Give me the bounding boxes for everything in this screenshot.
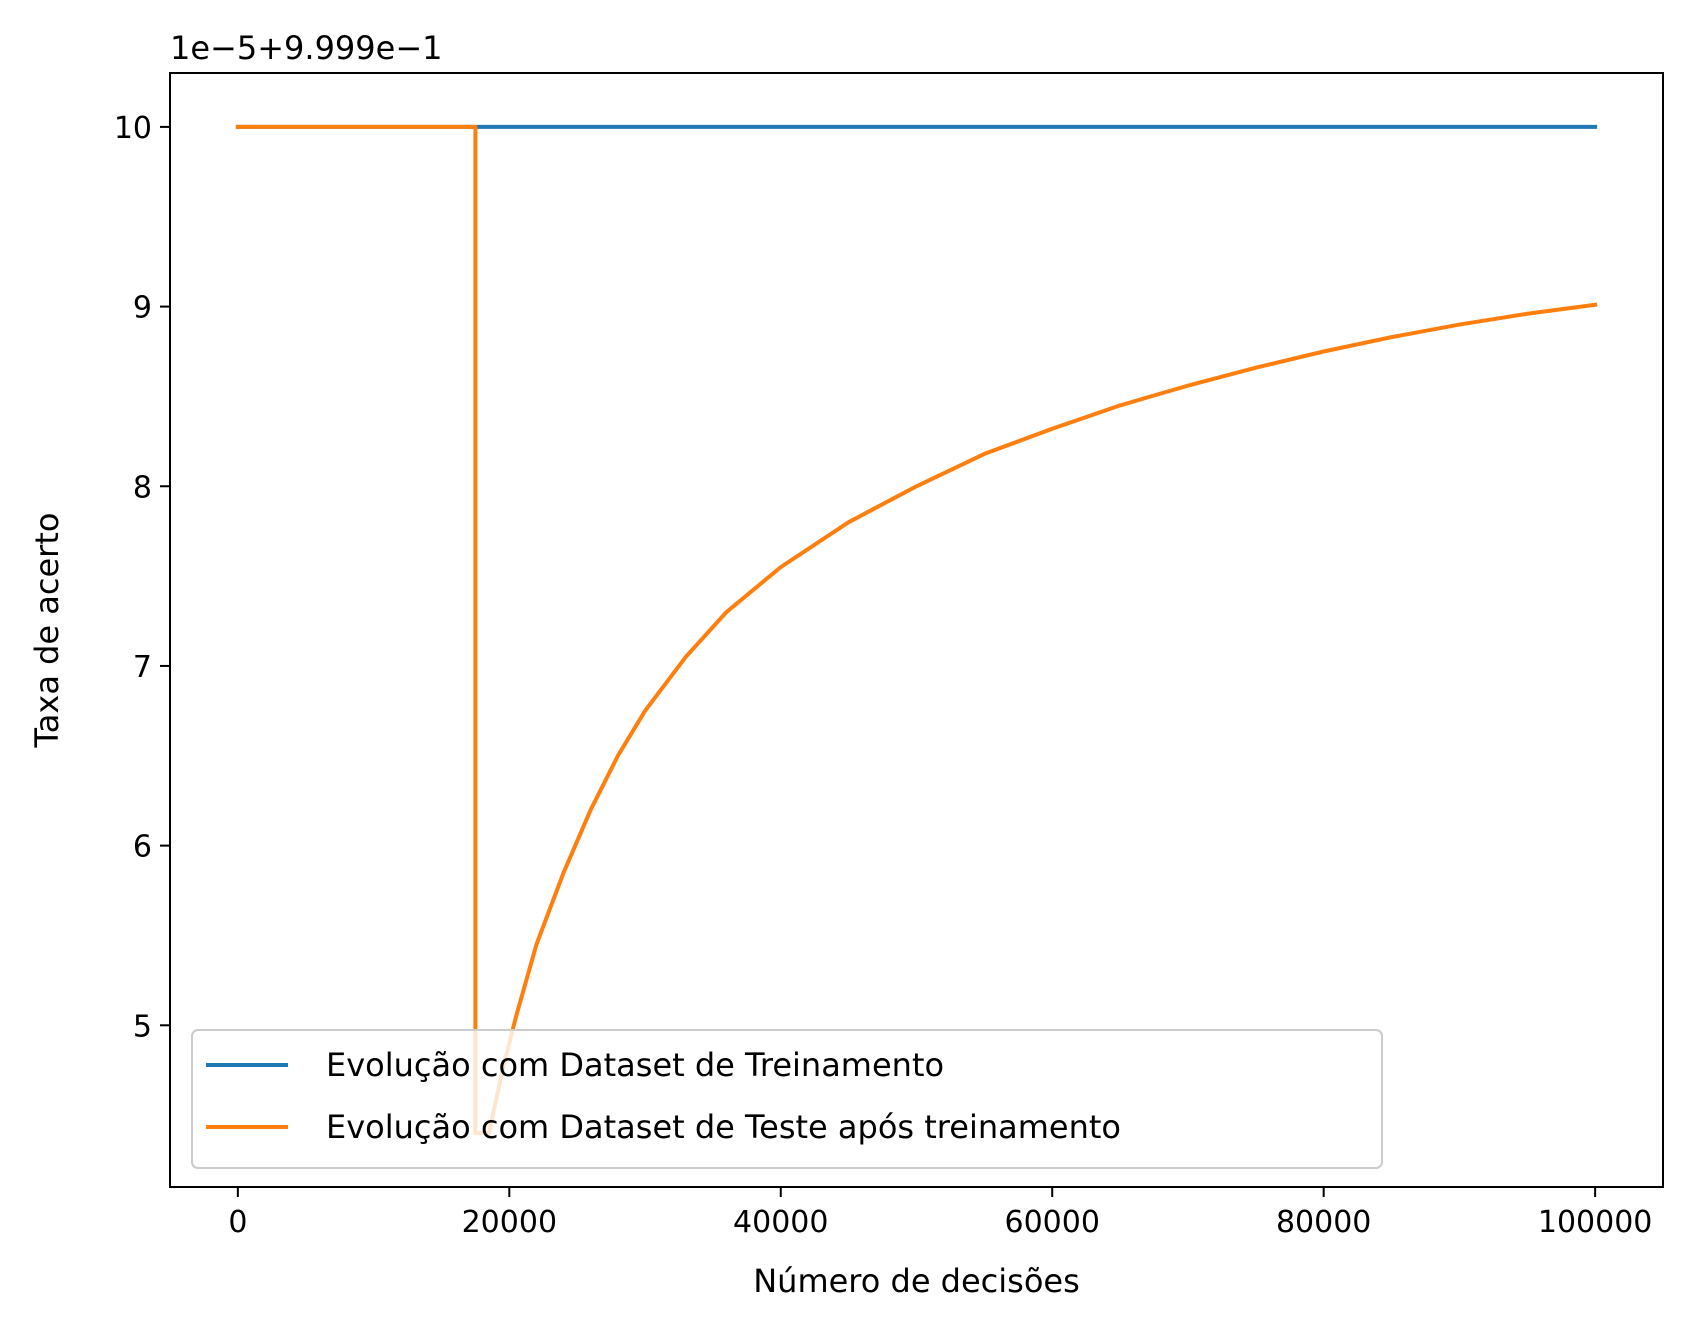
y-tick-label: 6 [133, 830, 152, 865]
x-tick-label: 20000 [462, 1205, 557, 1240]
y-tick-label: 10 [114, 111, 152, 146]
legend: Evolução com Dataset de Treinamento Evolu… [191, 1029, 1383, 1169]
x-tick-label: 60000 [1005, 1205, 1100, 1240]
y-tick-label: 5 [133, 1009, 152, 1044]
y-tick-label: 8 [133, 470, 152, 505]
y-axis-label: Taxa de acerto [28, 513, 66, 749]
x-tick-label: 80000 [1276, 1205, 1371, 1240]
y-tick-label: 7 [133, 650, 152, 685]
x-axis-label: Número de decisões [753, 1262, 1080, 1300]
y-tick-label: 9 [133, 291, 152, 326]
legend-label: Evolução com Dataset de Treinamento [326, 1046, 944, 1084]
x-axis: 0 20000 40000 60000 80000 100000 [228, 1187, 1652, 1240]
y-axis-offset-text: 1e−5+9.999e−1 [170, 29, 443, 67]
x-tick-label: 40000 [733, 1205, 828, 1240]
plot-frame [169, 72, 1664, 1188]
legend-box [191, 1029, 1383, 1169]
x-tick-label: 0 [228, 1205, 247, 1240]
legend-label: Evolução com Dataset de Teste após trein… [326, 1108, 1121, 1146]
x-tick-label: 100000 [1538, 1205, 1653, 1240]
y-axis: 5 6 7 8 9 10 [114, 111, 170, 1044]
